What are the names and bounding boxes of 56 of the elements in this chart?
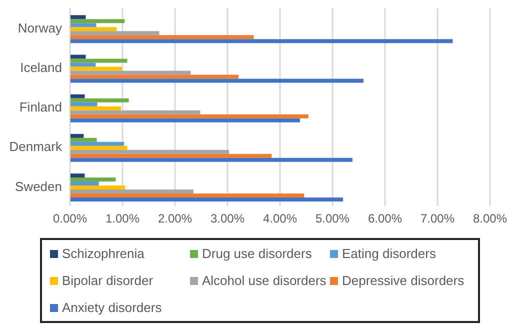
bar	[70, 114, 308, 118]
x-tick-label: 7.00%	[420, 212, 455, 226]
legend-label: Anxiety disorders	[62, 300, 162, 315]
bar	[70, 142, 124, 146]
bar	[70, 27, 117, 32]
bar	[70, 70, 191, 75]
x-tick-label: 5.00%	[315, 212, 350, 226]
bar	[70, 146, 128, 150]
bar	[70, 102, 98, 106]
bar	[70, 150, 230, 154]
legend-label: Drug use disorders	[202, 246, 312, 261]
x-tick-label: 1.00%	[105, 212, 140, 226]
legend-label: Bipolar disorder	[62, 273, 154, 288]
bar	[70, 174, 85, 178]
bar	[70, 182, 99, 186]
bar	[70, 74, 239, 79]
bar	[70, 110, 200, 114]
x-tick-label: 0.00%	[52, 212, 88, 226]
bar	[70, 178, 116, 182]
bar	[70, 186, 126, 190]
x-tick-label: 3.00%	[210, 212, 245, 226]
x-tick-label: 2.00%	[158, 212, 192, 226]
bar	[70, 35, 254, 40]
y-tick-label: Iceland	[20, 60, 62, 76]
bar	[70, 190, 194, 194]
x-tick-label: 8.00%	[472, 212, 508, 226]
bar	[70, 154, 272, 158]
x-tick-label: 6.00%	[368, 212, 402, 226]
bar	[70, 106, 121, 110]
bar	[70, 54, 86, 59]
legend-label: Alcohol use disorders	[202, 273, 326, 288]
bar	[70, 134, 84, 138]
y-tick-label: Denmark	[9, 139, 62, 154]
bar	[70, 15, 86, 20]
bar	[70, 194, 304, 198]
legend-label: Depressive disorders	[342, 273, 464, 288]
bar	[70, 78, 364, 83]
legend-label: Schizophrenia	[62, 246, 144, 261]
bar	[70, 118, 300, 122]
bar	[70, 58, 128, 63]
legend-label: Eating disorders	[342, 246, 436, 261]
bar	[70, 23, 96, 28]
bar	[70, 19, 125, 24]
bar	[70, 94, 85, 98]
y-tick-label: Norway	[18, 20, 62, 36]
bar	[70, 158, 352, 162]
bar	[70, 31, 160, 36]
y-tick-label: Sweden	[15, 178, 62, 194]
y-tick-label: Finland	[19, 100, 62, 115]
bar	[70, 39, 453, 44]
bar	[70, 198, 343, 202]
bar	[70, 66, 122, 71]
bar	[70, 62, 96, 67]
bar	[70, 138, 97, 142]
bar	[70, 98, 129, 102]
x-tick-label: 4.00%	[262, 212, 298, 226]
